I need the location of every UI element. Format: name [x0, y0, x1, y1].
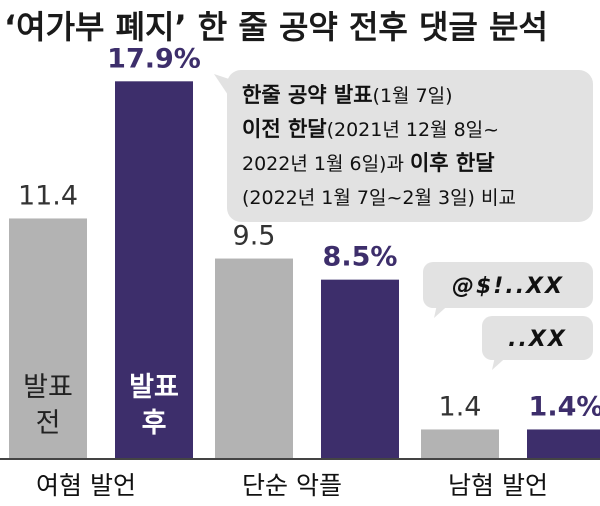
annotation-box: 한줄 공약 발표(1월 7일) 이전 한달(2021년 12월 8일~ 2022년 …: [214, 70, 593, 222]
bar-inner-label-before-0: 발표: [23, 372, 73, 403]
value-label-after-0: 17.9%: [107, 43, 201, 74]
bar-after-1: [321, 279, 399, 459]
annotation-line-0: 한줄 공약 발표(1월 7일): [242, 83, 453, 107]
annotation-segment-1-1: (2021년 12월 8일~: [327, 119, 499, 141]
annotation-segment-0-1: (1월 7일): [373, 85, 453, 107]
annotation-segment-2-0: 2022년 1월 6일)과: [242, 153, 410, 175]
comment-bubble-tail-0: [434, 300, 454, 318]
bar-before-2: [421, 429, 499, 459]
annotation-segment-0-0: 한줄 공약 발표: [242, 83, 373, 107]
bar-before-0: [9, 218, 87, 459]
bar-inner-label-after-1: 후: [142, 408, 167, 439]
bar-inner-label-after-0: 발표: [129, 372, 179, 403]
comment-bubbles: @$!..XX ..XX: [423, 262, 593, 370]
value-label-before-1: 9.5: [233, 221, 276, 252]
annotation-line-3: (2022년 1월 7일~2월 3일) 비교: [242, 187, 516, 209]
value-label-after-2: 1.4%: [529, 391, 600, 422]
bars: 11.4 17.9% 발표전 발표후 9.5 8.5% 1.4 1.4%: [9, 43, 600, 459]
comment-bubble-text-0: @$!..XX: [452, 274, 564, 299]
comment-bubble-text-1: ..XX: [508, 327, 567, 352]
annotation-line-1: 이전 한달(2021년 12월 8일~: [242, 117, 499, 141]
value-label-after-1: 8.5%: [323, 242, 398, 273]
comment-bubble-1: [482, 316, 593, 360]
comment-bubble-0: [423, 262, 593, 308]
value-label-before-0: 11.4: [18, 180, 78, 211]
annotation-pointer: [214, 74, 244, 104]
annotation-line-2: 2022년 1월 6일)과 이후 한달: [242, 151, 495, 175]
chart-title: ‘여가부 폐지’ 한 줄 공약 전후 댓글 분석: [4, 8, 548, 46]
annotation-segment-3-0: (2022년 1월 7일~2월 3일) 비교: [242, 187, 516, 209]
category-labels: 여혐 발언 단순 악플 남혐 발언: [36, 471, 548, 500]
comment-bubble-tail-1: [492, 352, 512, 370]
annotation-background: [227, 70, 593, 222]
bar-after-2: [527, 429, 600, 459]
category-label-1: 단순 악플: [242, 471, 342, 500]
bar-after-0: [115, 81, 193, 459]
annotation-segment-2-1: 이후 한달: [410, 151, 495, 175]
category-label-2: 남혐 발언: [448, 471, 548, 500]
annotation-segment-1-0: 이전 한달: [242, 117, 327, 141]
bar-inner-label-before-1: 전: [36, 408, 61, 439]
value-label-before-2: 1.4: [439, 391, 482, 422]
category-label-0: 여혐 발언: [36, 471, 136, 500]
bar-before-1: [215, 258, 293, 459]
